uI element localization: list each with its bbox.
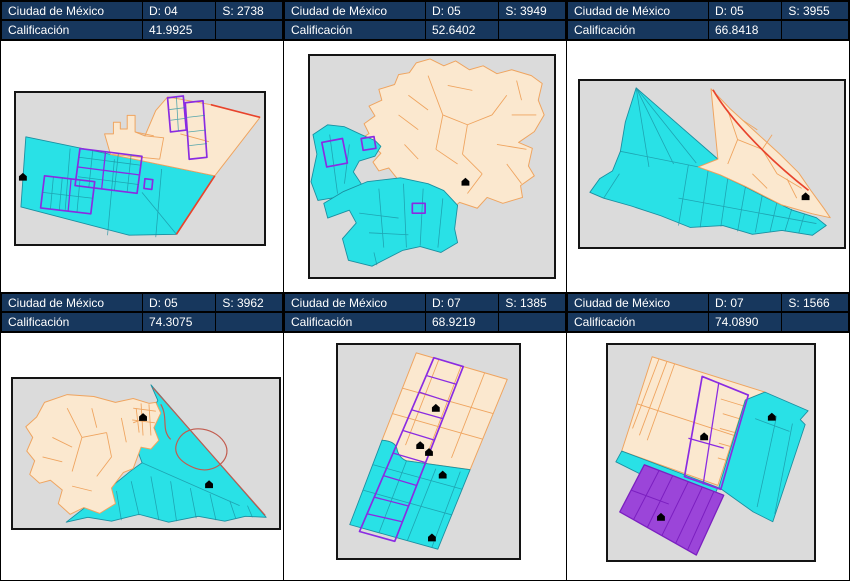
panel-1-header-row-1: Ciudad de México D: 04 S: 2738 (1, 1, 283, 21)
map-frame (14, 91, 266, 246)
panel-4-header-row-1: Ciudad de México D: 05 S: 3962 (1, 293, 283, 313)
cyan-region (589, 87, 827, 236)
score-value-cell: 68.9219 (425, 313, 499, 332)
empty-cell (781, 21, 849, 40)
site-cell: S: 3962 (215, 293, 283, 312)
panel-2-header-row-1: Ciudad de México D: 05 S: 3949 (284, 1, 566, 21)
beige-region (104, 96, 261, 177)
empty-cell (498, 21, 566, 40)
empty-cell (498, 313, 566, 332)
purple-parcels (358, 356, 465, 543)
score-label-cell: Calificación (567, 313, 708, 332)
red-boundary-line (175, 103, 261, 235)
score-label-cell: Calificación (1, 21, 142, 40)
district-cell: D: 05 (142, 293, 216, 312)
district-cell: D: 05 (708, 1, 782, 20)
purple-region (619, 464, 725, 556)
site-cell: S: 1385 (498, 293, 566, 312)
district-cell: D: 07 (708, 293, 782, 312)
score-label-cell: Calificación (284, 21, 425, 40)
site-cell: S: 3949 (498, 1, 566, 20)
map-2 (310, 58, 545, 267)
panel-3-header-row-2: Calificación 66.8418 (567, 21, 849, 41)
site-cell: S: 2738 (215, 1, 283, 20)
panel-4-header-row-2: Calificación 74.3075 (1, 313, 283, 333)
site-cell: S: 1566 (781, 293, 849, 312)
panel-6-header-row-2: Calificación 74.0890 (567, 313, 849, 333)
panel-6: Ciudad de México D: 07 S: 1566 Calificac… (567, 293, 849, 580)
map-5 (349, 352, 508, 550)
district-cell: D: 07 (425, 293, 499, 312)
beige-region (381, 352, 508, 471)
district-cell: D: 04 (142, 1, 216, 20)
city-cell: Ciudad de México (1, 1, 142, 20)
cyan-region (349, 439, 471, 550)
panel-5-header-row-2: Calificación 68.9219 (284, 313, 566, 333)
score-value-cell: 52.6402 (425, 21, 499, 40)
map-frame (308, 54, 556, 279)
score-value-cell: 41.9925 (142, 21, 216, 40)
site-cell: S: 3955 (781, 1, 849, 20)
purple-parcels (39, 95, 208, 215)
city-cell: Ciudad de México (567, 293, 708, 312)
panel-1-header-row-2: Calificación 41.9925 (1, 21, 283, 41)
panel-3: Ciudad de México D: 05 S: 3955 Calificac… (567, 1, 849, 293)
empty-cell (215, 313, 283, 332)
beige-region (25, 394, 162, 515)
map-frame (11, 377, 281, 530)
empty-cell (215, 21, 283, 40)
purple-parcels (683, 375, 750, 491)
panel-4: Ciudad de México D: 05 S: 3962 Calificac… (1, 293, 284, 580)
map-frame (606, 343, 816, 562)
map-frame (336, 343, 521, 560)
panel-5-header-row-1: Ciudad de México D: 07 S: 1385 (284, 293, 566, 313)
score-label-cell: Calificación (567, 21, 708, 40)
empty-cell (781, 313, 849, 332)
city-cell: Ciudad de México (284, 293, 425, 312)
score-label-cell: Calificación (1, 313, 142, 332)
city-cell: Ciudad de México (567, 1, 708, 20)
district-cell: D: 05 (425, 1, 499, 20)
panel-2-header-row-2: Calificación 52.6402 (284, 21, 566, 41)
red-boundary-line (712, 89, 810, 192)
map-1 (18, 95, 261, 238)
road-lines (152, 387, 266, 516)
panel-5: Ciudad de México D: 07 S: 1385 Calificac… (284, 293, 567, 580)
city-cell: Ciudad de México (284, 1, 425, 20)
panel-2: Ciudad de México D: 05 S: 3949 Calificac… (284, 1, 567, 293)
beige-region (697, 88, 831, 219)
map-4 (25, 384, 267, 523)
purple-parcels (320, 135, 426, 214)
score-value-cell: 74.3075 (142, 313, 216, 332)
city-cell: Ciudad de México (1, 293, 142, 312)
score-label-cell: Calificación (284, 313, 425, 332)
panel-6-header-row-1: Ciudad de México D: 07 S: 1566 (567, 293, 849, 313)
panel-1: Ciudad de México D: 04 S: 2738 Calificac… (1, 1, 284, 293)
score-value-cell: 66.8418 (708, 21, 782, 40)
map-frame (578, 79, 846, 249)
map-6 (615, 356, 809, 556)
score-value-cell: 74.0890 (708, 313, 782, 332)
panel-3-header-row-1: Ciudad de México D: 05 S: 3955 (567, 1, 849, 21)
map-3 (589, 87, 831, 236)
